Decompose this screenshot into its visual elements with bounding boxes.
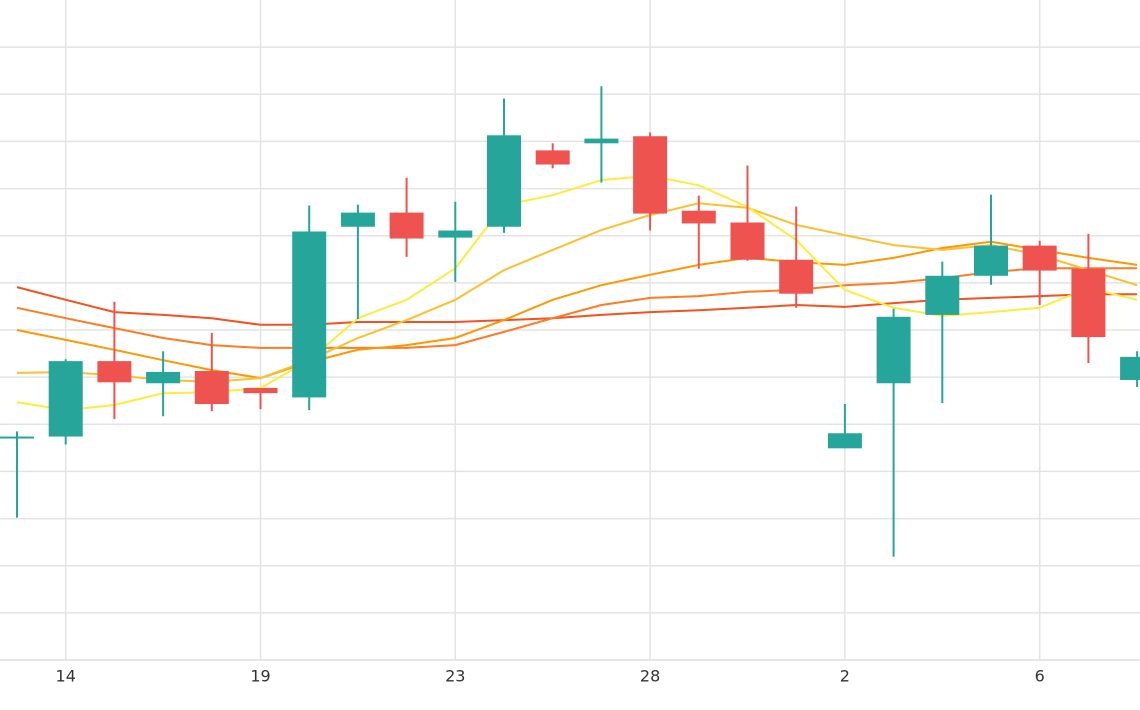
x-axis: 14 19 23 28 2 6 <box>56 667 1045 686</box>
moving-average-line <box>16 267 1138 349</box>
candle-body <box>97 361 132 383</box>
x-tick-label: 28 <box>640 667 660 686</box>
candle-body <box>487 135 521 227</box>
grid <box>0 0 1140 661</box>
candle-body <box>584 138 619 144</box>
moving-average-line <box>16 240 1138 380</box>
x-tick-label: 6 <box>1035 667 1045 686</box>
candle-body <box>1022 245 1057 271</box>
moving-averages <box>16 174 1138 412</box>
candle-body <box>925 275 960 315</box>
candle-body <box>146 371 181 384</box>
candle-body <box>438 230 473 238</box>
candle-body <box>194 371 229 405</box>
candle-body <box>779 259 814 294</box>
candle-body <box>876 316 911 384</box>
candle-body <box>681 210 716 224</box>
candle-body <box>243 387 278 394</box>
x-tick-label: 19 <box>250 667 270 686</box>
candle-body <box>389 212 424 239</box>
x-tick-label: 2 <box>840 667 850 686</box>
candle-body <box>730 222 765 260</box>
candles <box>0 86 1140 557</box>
candle-body <box>340 212 375 227</box>
candle-body <box>1071 268 1106 338</box>
candle-body <box>974 245 1008 276</box>
candle-body <box>633 136 668 214</box>
candle-body <box>48 361 83 437</box>
candle-body <box>535 150 570 165</box>
candle-body <box>0 436 34 439</box>
candle-body <box>292 231 327 398</box>
x-tick-label: 14 <box>56 667 76 686</box>
x-tick-label: 23 <box>445 667 465 686</box>
candle-body <box>1120 356 1140 380</box>
candle-body <box>827 433 862 449</box>
